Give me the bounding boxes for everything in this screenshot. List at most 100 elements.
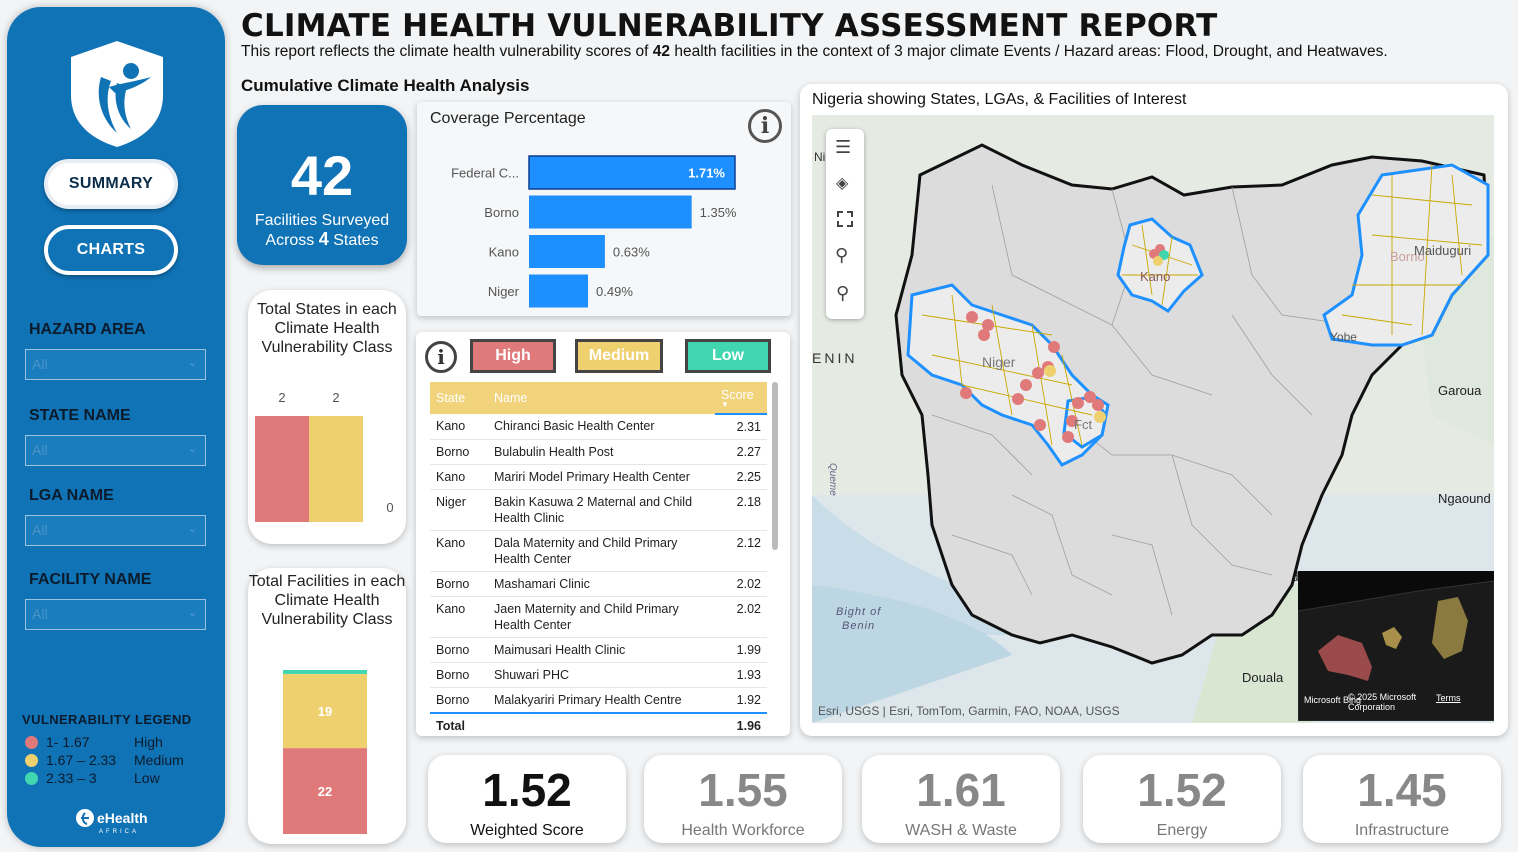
metric-label: Energy xyxy=(1156,822,1208,839)
coverage-value-label: 0.49% xyxy=(596,284,633,299)
person-icon[interactable]: ⚲ xyxy=(836,283,850,303)
table-row[interactable]: Borno Malakyariri Primary Health Centre 1.… xyxy=(430,687,767,714)
info-icon[interactable]: i xyxy=(425,341,457,373)
facilities-segment-low[interactable] xyxy=(283,670,367,674)
facilities-segment-medium[interactable] xyxy=(283,673,367,749)
facility-marker[interactable] xyxy=(966,311,978,323)
map-label-ngaound: Ngaound xyxy=(1438,491,1491,506)
state-name-select[interactable]: All ⌄ xyxy=(25,435,206,466)
legend-range: 2.33 – 3 xyxy=(46,770,97,786)
overview-inset-map[interactable]: Microsoft Bing © 2025 Microsoft Corporat… xyxy=(1298,571,1494,721)
cell-name: Jaen Maternity and Child Primary Health … xyxy=(488,596,715,638)
table-row[interactable]: Borno Shuwari PHC 1.93 xyxy=(430,662,767,688)
table-row[interactable]: Kano Mariri Model Primary Health Center 2.… xyxy=(430,464,767,490)
high-filter-button[interactable]: High xyxy=(470,339,556,373)
layers-icon[interactable]: ◈ xyxy=(836,175,849,192)
coverage-bar[interactable] xyxy=(529,195,692,229)
coverage-value-label: 1.71% xyxy=(688,166,725,181)
map-label-niger: Niger xyxy=(982,354,1016,370)
col-name[interactable]: Name xyxy=(488,382,715,414)
cell-name: Bulabulin Health Post xyxy=(488,439,715,465)
table-row[interactable]: Borno Mashamari Clinic 2.02 xyxy=(430,571,767,597)
kpi-line2: Across 4 States xyxy=(237,230,407,250)
facility-marker[interactable] xyxy=(1012,393,1024,405)
chevron-down-icon: ⌄ xyxy=(187,607,197,619)
facility-marker[interactable] xyxy=(1072,397,1084,409)
coverage-category-label: Federal C... xyxy=(451,166,519,181)
table-row[interactable]: Borno Maimusari Health Clinic 1.99 xyxy=(430,637,767,663)
page-subtitle: This report reflects the climate health … xyxy=(241,43,1388,61)
facilities-segment-high[interactable] xyxy=(283,748,367,834)
cell-state: Kano xyxy=(430,530,488,572)
cell-score: 2.25 xyxy=(715,464,767,490)
states-bar-medium[interactable] xyxy=(309,416,363,522)
facility-name-select[interactable]: All ⌄ xyxy=(25,599,206,630)
coverage-value-label: 1.35% xyxy=(700,205,737,220)
facility-marker[interactable] xyxy=(1066,415,1078,427)
legend-class: High xyxy=(134,734,163,750)
metric-value: 1.52 xyxy=(1137,764,1227,816)
lga-name-select[interactable]: All ⌄ xyxy=(25,515,206,546)
cell-score: 1.92 xyxy=(715,687,767,714)
facility-marker[interactable] xyxy=(1048,341,1060,353)
facility-marker[interactable] xyxy=(1032,367,1044,379)
table-row[interactable]: Niger Bakin Kasuwa 2 Maternal and Child H… xyxy=(430,489,767,531)
coverage-bar[interactable] xyxy=(529,235,605,268)
coverage-category-label: Borno xyxy=(484,205,519,220)
table-row[interactable]: Kano Jaen Maternity and Child Primary Hea… xyxy=(430,596,767,638)
table-total-row: Total 1.96 xyxy=(430,712,767,738)
menu-icon[interactable]: ☰ xyxy=(835,137,852,157)
metric-wash-waste: 1.61 WASH & Waste xyxy=(862,755,1060,843)
facility-marker[interactable] xyxy=(1020,379,1032,391)
chevron-down-icon: ⌄ xyxy=(187,443,197,455)
legend-range: 1.67 – 2.33 xyxy=(46,752,117,768)
facility-marker[interactable] xyxy=(982,319,994,331)
map-label-queme: Queme xyxy=(827,463,838,496)
cell-score: 2.02 xyxy=(715,571,767,597)
facilities-chart: 22 19 xyxy=(283,670,367,834)
charts-button[interactable]: CHARTS xyxy=(44,225,178,275)
facility-marker[interactable] xyxy=(1094,411,1106,423)
table-row[interactable]: Borno Bulabulin Health Post 2.27 xyxy=(430,439,767,465)
nigeria-map[interactable]: Ni ENIN Garoua Ngaound Bamend Douala Big… xyxy=(812,115,1494,723)
facility-marker[interactable] xyxy=(1034,419,1046,431)
select-icon[interactable] xyxy=(837,211,853,227)
coverage-bar[interactable] xyxy=(528,155,736,190)
cell-name: Bakin Kasuwa 2 Maternal and Child Health… xyxy=(488,489,715,531)
legend-class: Low xyxy=(134,770,160,786)
facility-marker[interactable] xyxy=(1153,256,1163,266)
kpi-line1: Facilities Surveyed xyxy=(254,212,390,229)
facility-marker[interactable] xyxy=(960,387,972,399)
states-chart-title: Total States in each Climate Health Vuln… xyxy=(257,301,397,356)
total-value: 1.96 xyxy=(715,712,767,738)
low-filter-button[interactable]: Low xyxy=(685,339,771,373)
state-name-label: STATE NAME xyxy=(29,407,131,424)
hazard-area-select[interactable]: All ⌄ xyxy=(25,349,206,380)
table-row[interactable]: Kano Dala Maternity and Child Primary Hea… xyxy=(430,530,767,572)
facility-marker[interactable] xyxy=(1092,399,1104,411)
table-scrollbar[interactable] xyxy=(772,382,778,550)
cell-score: 2.31 xyxy=(715,414,767,440)
medium-filter-button[interactable]: Medium xyxy=(575,339,663,373)
table-row[interactable]: Kano Chiranci Basic Health Center 2.31 xyxy=(430,414,767,440)
kpi-line2-pre: Across xyxy=(265,232,319,249)
coverage-bar[interactable] xyxy=(529,274,589,308)
total-spacer xyxy=(488,712,715,738)
summary-button[interactable]: SUMMARY xyxy=(44,159,178,209)
col-score[interactable]: Score ▼ xyxy=(715,382,767,415)
facilities-value-label: 22 xyxy=(318,784,332,799)
metric-health-workforce: 1.55 Health Workforce xyxy=(644,755,842,843)
col-state[interactable]: State xyxy=(430,382,488,414)
info-icon[interactable]: i xyxy=(748,109,782,143)
inset-terms-link[interactable]: Terms xyxy=(1436,693,1461,703)
states-bar-high[interactable] xyxy=(255,416,309,522)
cell-score: 2.18 xyxy=(715,489,767,531)
cell-name: Mariri Model Primary Health Center xyxy=(488,464,715,490)
facility-marker[interactable] xyxy=(1084,391,1096,403)
facility-marker[interactable] xyxy=(978,329,990,341)
cell-score: 2.02 xyxy=(715,596,767,638)
inset-canvas xyxy=(1298,580,1494,721)
facility-marker[interactable] xyxy=(1044,365,1056,377)
facility-marker[interactable] xyxy=(1062,431,1074,443)
search-icon[interactable]: ⚲ xyxy=(835,245,849,265)
